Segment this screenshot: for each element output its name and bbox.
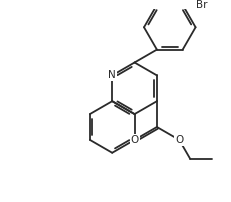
Text: Br: Br xyxy=(196,0,207,10)
Text: O: O xyxy=(175,135,183,145)
Text: N: N xyxy=(108,70,116,80)
Text: O: O xyxy=(131,135,139,145)
